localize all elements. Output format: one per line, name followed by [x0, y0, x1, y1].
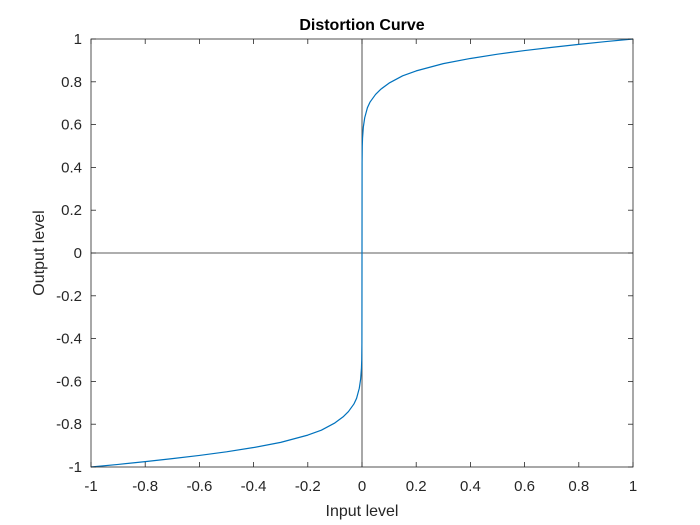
y-tick-label: 0.6 — [61, 117, 82, 134]
chart-title: Distortion Curve — [299, 17, 424, 34]
x-tick-label: -0.8 — [132, 478, 158, 495]
x-tick-label: -0.6 — [186, 478, 212, 495]
series-layer — [90, 38, 634, 468]
tick-marks — [90, 38, 634, 468]
series-line-1 — [90, 38, 634, 468]
x-tick-label: 0 — [358, 478, 366, 495]
y-axis-label: Output level — [31, 210, 48, 295]
y-tick-label: 0.8 — [61, 74, 82, 91]
x-tick-label: 0.6 — [514, 478, 535, 495]
y-tick-label: 0.2 — [61, 202, 82, 219]
y-tick-labels: -1 -0.8 -0.6 -0.4 -0.2 0 0.2 0.4 0.6 0.8 1 — [56, 31, 82, 476]
x-tick-labels: -1 -0.8 -0.6 -0.4 -0.2 0 0.2 0.4 0.6 0.8 1 — [84, 478, 637, 495]
x-axis-label: Input level — [326, 503, 399, 520]
x-tick-label: -1 — [84, 478, 97, 495]
x-tick-label: -0.4 — [241, 478, 267, 495]
x-tick-label: 1 — [629, 478, 637, 495]
y-tick-label: 0 — [74, 245, 82, 262]
x-tick-label: -0.2 — [295, 478, 321, 495]
y-tick-label: -0.2 — [56, 288, 82, 305]
y-tick-label: -1 — [69, 459, 82, 476]
y-tick-label: -0.8 — [56, 416, 82, 433]
x-tick-label: 0.8 — [568, 478, 589, 495]
y-tick-label: 1 — [74, 31, 82, 48]
y-tick-label: -0.4 — [56, 331, 82, 348]
x-tick-label: 0.4 — [460, 478, 481, 495]
x-tick-label: 0.2 — [406, 478, 427, 495]
y-tick-label: 0.4 — [61, 159, 82, 176]
y-tick-label: -0.6 — [56, 373, 82, 390]
